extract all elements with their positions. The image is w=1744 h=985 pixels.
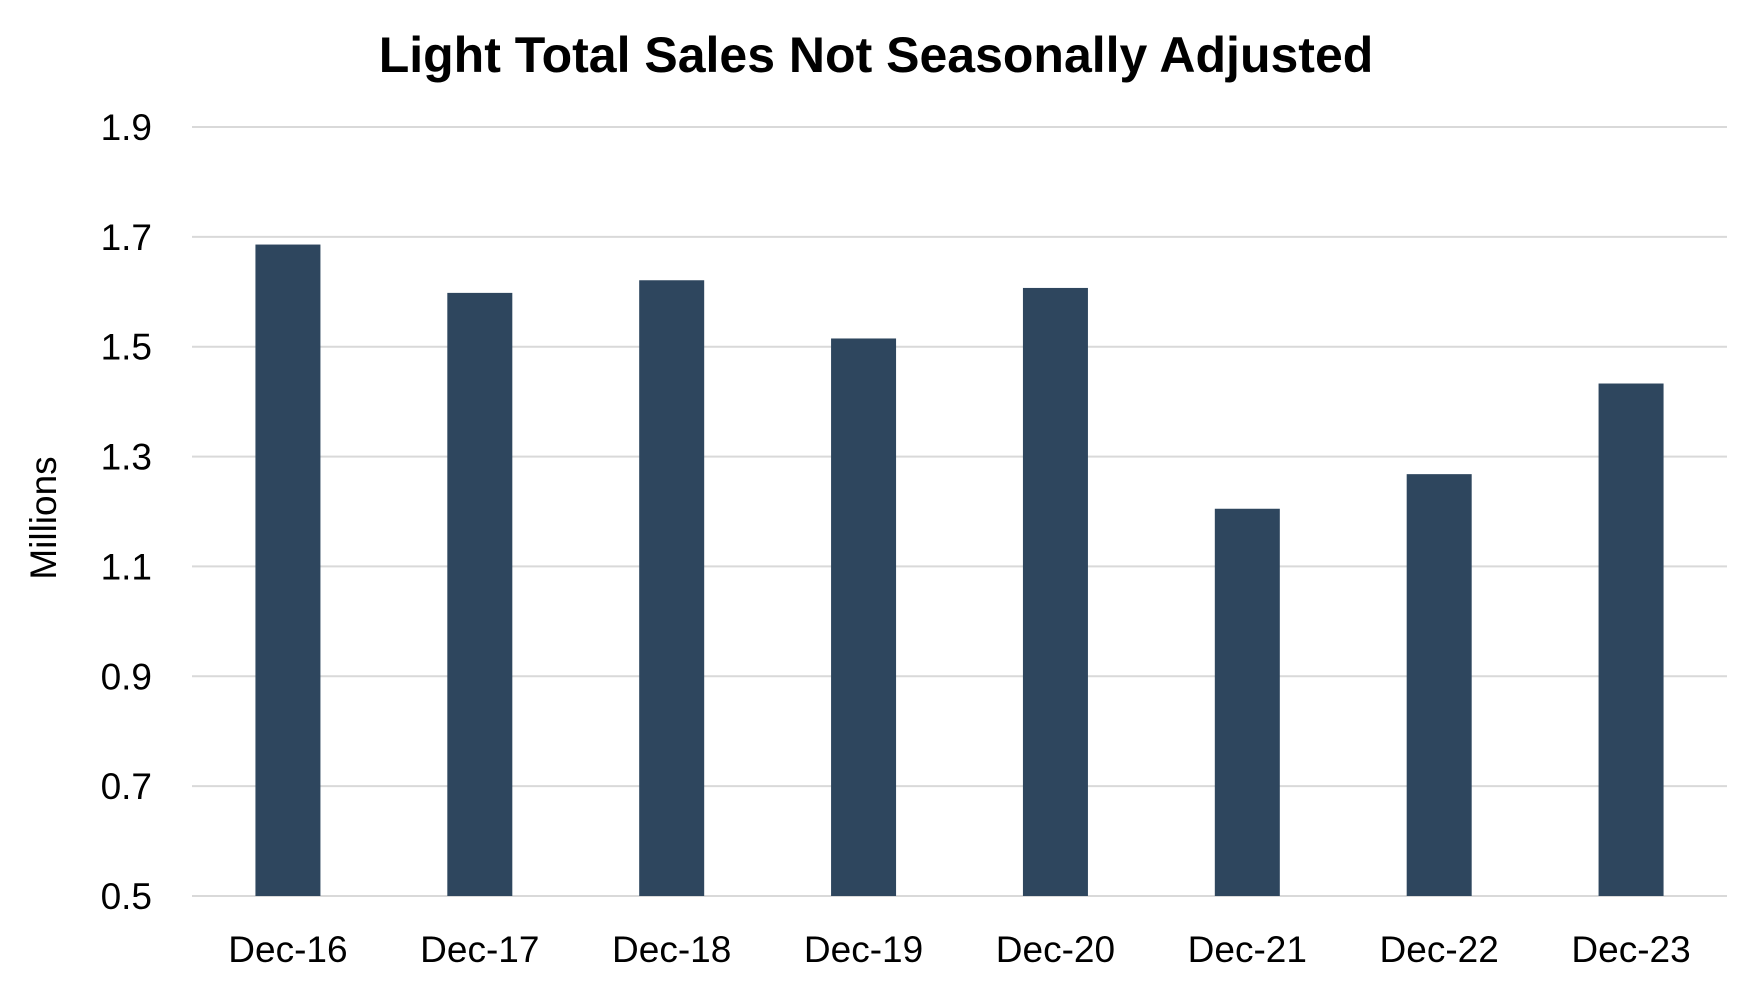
x-tick-label: Dec-21 (1188, 929, 1307, 970)
y-tick-label: 0.9 (101, 656, 152, 697)
x-tick-label: Dec-22 (1380, 929, 1499, 970)
x-tick-label: Dec-20 (996, 929, 1115, 970)
bar-dec-23 (1598, 383, 1664, 896)
y-axis-label: Millions (23, 456, 64, 579)
bar-dec-16 (255, 244, 321, 897)
x-tick-label: Dec-19 (804, 929, 923, 970)
x-tick-label: Dec-18 (612, 929, 731, 970)
y-tick-label: 1.9 (101, 107, 152, 148)
y-tick-label: 1.3 (101, 437, 152, 478)
bar-dec-20 (1022, 287, 1088, 897)
bar-dec-18 (639, 280, 705, 896)
y-tick-label: 0.5 (101, 876, 152, 917)
bar-dec-21 (1214, 508, 1280, 896)
x-tick-label: Dec-23 (1571, 929, 1690, 970)
x-tick-label: Dec-16 (228, 929, 347, 970)
bar-dec-17 (447, 292, 513, 896)
y-tick-label: 1.5 (101, 327, 152, 368)
chart-title: Light Total Sales Not Seasonally Adjuste… (379, 27, 1374, 83)
x-tick-label: Dec-17 (420, 929, 539, 970)
y-tick-label: 1.1 (101, 546, 152, 587)
bar-dec-19 (831, 338, 897, 897)
y-tick-label: 0.7 (101, 766, 152, 807)
bar-dec-22 (1406, 474, 1472, 896)
y-tick-label: 1.7 (101, 217, 152, 258)
